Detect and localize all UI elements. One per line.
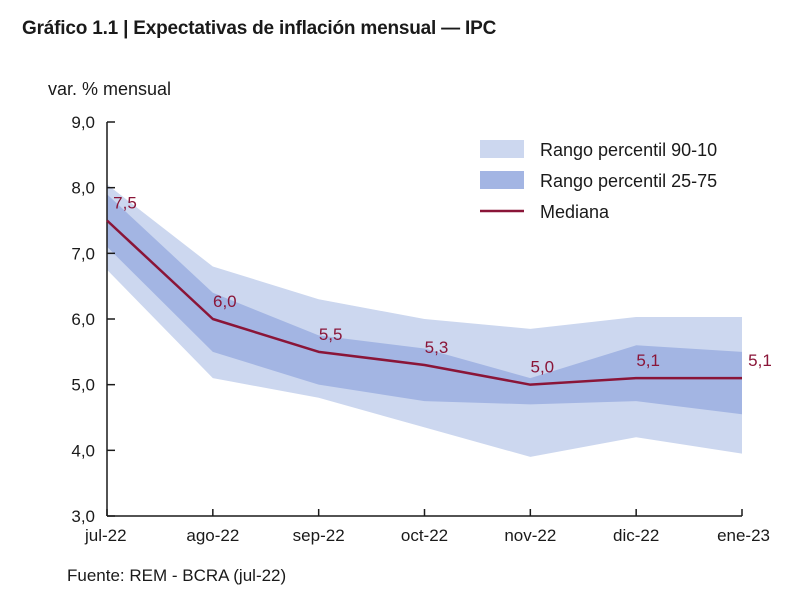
- bands-layer: [107, 184, 742, 457]
- median-layer: [106, 219, 742, 386]
- median-data-label: 5,0: [531, 358, 555, 377]
- x-tick-label: ago-22: [186, 526, 239, 545]
- y-axis-label: var. % mensual: [48, 79, 172, 99]
- legend-label: Rango percentil 25-75: [540, 171, 717, 191]
- legend-label: Rango percentil 90-10: [540, 140, 717, 160]
- median-data-label: 6,0: [213, 292, 237, 311]
- median-data-label: 5,5: [319, 325, 343, 344]
- x-tick-label: dic-22: [613, 526, 659, 545]
- axes-layer: 3,0 4,0 5,0 6,0 7,0 8,0 9,0 jul-22 ago-22 sep-22 o…: [71, 113, 770, 545]
- median-data-label: 5,3: [425, 338, 449, 357]
- y-tick-label: 8,0: [71, 179, 95, 198]
- median-data-label: 7,5: [113, 194, 137, 213]
- x-tick-label: sep-22: [293, 526, 345, 545]
- y-tick-label: 9,0: [71, 113, 95, 132]
- x-tick-label: ene-23: [717, 526, 770, 545]
- legend-label: Mediana: [540, 202, 610, 222]
- x-tick-label: nov-22: [504, 526, 556, 545]
- y-tick-label: 5,0: [71, 376, 95, 395]
- labels-layer: 7,5 6,0 5,5 5,3 5,0 5,1 5,1: [113, 194, 772, 377]
- legend-swatch: [480, 140, 524, 158]
- median-data-label: 5,1: [748, 351, 772, 370]
- legend: Rango percentil 90-10 Rango percentil 25-…: [480, 140, 717, 222]
- x-tick-label: oct-22: [401, 526, 448, 545]
- band-p25-75: [107, 194, 742, 415]
- y-tick-label: 6,0: [71, 310, 95, 329]
- y-tick-label: 3,0: [71, 507, 95, 526]
- x-tick-label: jul-22: [84, 526, 127, 545]
- median-line: [106, 219, 742, 386]
- y-tick-label: 7,0: [71, 244, 95, 263]
- legend-swatch: [480, 171, 524, 189]
- chart-title: Gráfico 1.1 | Expectativas de inflación …: [22, 18, 497, 39]
- median-data-label: 5,1: [636, 351, 660, 370]
- y-tick-label: 4,0: [71, 441, 95, 460]
- source-note: Fuente: REM - BCRA (jul-22): [67, 566, 287, 585]
